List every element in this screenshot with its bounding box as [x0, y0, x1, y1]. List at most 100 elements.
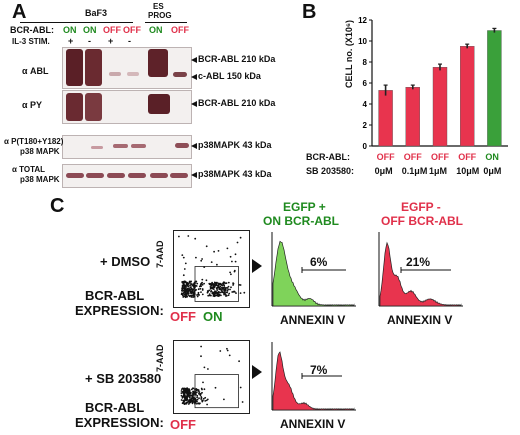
- bar: [405, 86, 420, 147]
- dot: [216, 263, 218, 266]
- dot: [225, 294, 228, 297]
- dot: [204, 396, 207, 399]
- dot: [207, 290, 209, 293]
- dot: [226, 291, 228, 294]
- category-bcr-abl: OFF: [376, 152, 395, 162]
- dot: [217, 282, 220, 285]
- dot: [197, 390, 200, 392]
- category-sb203580: 0.1μM: [401, 166, 428, 176]
- bar: [378, 90, 393, 147]
- dot: [189, 394, 192, 397]
- histogram-green: [271, 232, 356, 307]
- dot: [227, 285, 230, 288]
- dot: [210, 283, 212, 286]
- dot: [199, 393, 202, 395]
- band: [131, 144, 146, 148]
- band: [85, 49, 102, 86]
- dot: [231, 260, 233, 263]
- dot: [188, 401, 191, 404]
- baf3-underline: [20, 22, 133, 23]
- dot: [185, 387, 188, 390]
- dot: [183, 286, 186, 289]
- dot: [217, 250, 220, 252]
- header-red-2: OFF BCR-ABL: [381, 214, 463, 228]
- dot: [191, 394, 194, 397]
- dot: [186, 394, 189, 397]
- dot: [219, 291, 222, 294]
- dot: [190, 400, 193, 403]
- band-label-bcr-abl-py: BCR-ABL 210 kDa: [198, 98, 276, 108]
- header-red-1: EGFP -: [401, 200, 441, 214]
- dot: [196, 294, 198, 296]
- il3-lane-value: -: [88, 36, 91, 46]
- band: [85, 93, 102, 121]
- dot: [218, 294, 221, 297]
- dot: [239, 386, 242, 389]
- y-tick-label: 10: [358, 37, 367, 46]
- band: [66, 49, 83, 86]
- band: [91, 146, 103, 149]
- dot: [218, 284, 220, 286]
- bcr-abl-lane-value: ON: [149, 25, 163, 35]
- dot: [222, 282, 224, 285]
- dot: [196, 295, 199, 298]
- dot-scatter: [178, 235, 246, 302]
- arrow-icon: [191, 143, 197, 149]
- dot: [203, 366, 206, 369]
- dot: [187, 403, 190, 405]
- dot: [194, 237, 197, 240]
- dot: [193, 401, 196, 404]
- band-label-bcr-abl: BCR-ABL 210 kDa: [198, 54, 276, 64]
- header-green-2: ON BCR-ABL: [263, 214, 339, 228]
- dot: [230, 286, 232, 289]
- dot: [181, 284, 184, 287]
- dot: [187, 391, 190, 394]
- dot: [191, 288, 194, 290]
- dot: [187, 292, 190, 294]
- dot: [180, 394, 183, 397]
- dot: [181, 288, 184, 291]
- dot: [192, 396, 195, 399]
- dot: [229, 271, 231, 274]
- dot: [188, 394, 190, 397]
- dot: [192, 399, 194, 402]
- dot: [194, 402, 196, 405]
- y-label-7aad-2: 7-AAD: [155, 344, 165, 372]
- dot: [198, 294, 200, 296]
- category-bcr-abl: ON: [485, 152, 499, 162]
- dot: [200, 259, 203, 262]
- dot: [210, 290, 213, 292]
- chart-row2-label: SB 203580:: [306, 166, 355, 176]
- dot: [221, 286, 223, 289]
- dot: [190, 399, 193, 401]
- dot: [181, 395, 184, 398]
- dot: [233, 269, 236, 272]
- dot: [214, 284, 217, 287]
- dot: [182, 394, 185, 396]
- dot: [201, 283, 204, 286]
- dot: [238, 284, 241, 286]
- dot: [183, 396, 186, 398]
- dot: [224, 282, 227, 285]
- dot: [199, 402, 201, 405]
- dot: [195, 280, 198, 283]
- dot: [212, 283, 215, 286]
- dot: [189, 288, 192, 291]
- expr-label-2b: EXPRESSION:: [75, 415, 164, 430]
- pct-green: 6%: [310, 255, 328, 269]
- dot: [195, 256, 197, 259]
- dot: [238, 360, 240, 363]
- panel-b-label: B: [302, 1, 317, 23]
- y-tick-label: 12: [358, 16, 367, 25]
- dot: [196, 282, 199, 285]
- dot: [183, 285, 185, 287]
- header-green-1: EGFP +: [283, 200, 326, 214]
- dot: [189, 392, 192, 395]
- dot: [207, 294, 210, 297]
- dot: [205, 279, 208, 282]
- dot: [227, 294, 230, 297]
- dot: [221, 291, 223, 293]
- band: [148, 94, 170, 114]
- dot: [183, 280, 186, 283]
- dot: [218, 286, 221, 289]
